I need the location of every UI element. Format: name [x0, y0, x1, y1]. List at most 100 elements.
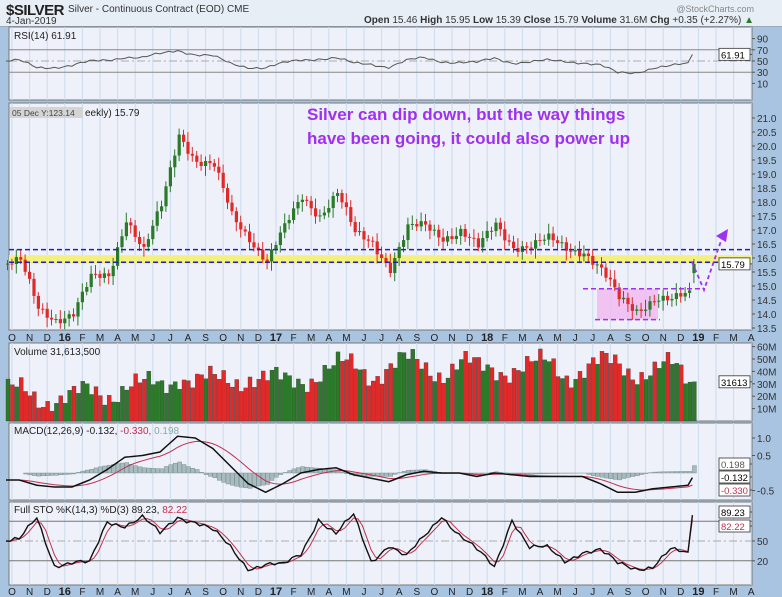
high-value: 15.95	[445, 15, 471, 26]
volume-bar	[652, 361, 657, 422]
volume-bar	[137, 382, 143, 422]
volume-bar	[692, 381, 697, 422]
volume-bar	[591, 357, 596, 422]
volume-bar	[23, 391, 28, 422]
candle-body	[507, 240, 511, 242]
volume-bar	[397, 352, 402, 422]
candle-body	[353, 221, 357, 233]
macd-histogram-bar	[379, 472, 385, 477]
volume-bar	[283, 372, 288, 422]
macd-histogram-bar	[89, 469, 94, 474]
volume-bar	[5, 378, 11, 422]
close-label: Close	[523, 15, 551, 26]
volume-bar	[626, 368, 631, 422]
candle-body	[340, 193, 344, 203]
macd-histogram-bar	[58, 472, 63, 476]
x-tick-label: F	[502, 587, 508, 597]
volume-bar	[489, 367, 495, 422]
x-tick-label: A	[607, 333, 614, 344]
volume-bar	[331, 365, 336, 422]
candle-body	[331, 196, 335, 208]
macd-histogram-bar	[80, 470, 86, 474]
volume-bar	[573, 379, 578, 422]
macd-histogram-bar	[661, 471, 666, 474]
volume-bar	[529, 361, 534, 422]
macd-histogram-bar	[225, 472, 231, 485]
x-tick-label: S	[202, 587, 209, 597]
macd-histogram-bar	[199, 472, 204, 474]
volume-bar	[278, 379, 283, 422]
x-tick-label: M	[96, 587, 104, 597]
volume-bar	[76, 393, 81, 422]
candle-body	[199, 161, 203, 167]
x-tick-label: F	[291, 333, 297, 344]
y-tick-label: 1.0	[757, 434, 771, 445]
macd-histogram-bar	[172, 462, 178, 474]
annotation-line-1: Silver can dip down, but the way things	[307, 105, 626, 124]
macd-histogram-bar	[287, 470, 292, 474]
macd-histogram-bar	[384, 472, 389, 477]
volume-bar	[124, 389, 129, 422]
x-tick-label: J	[168, 333, 173, 344]
x-tick-label: 18	[481, 586, 493, 597]
macd-histogram-bar	[146, 467, 152, 474]
candle-body	[498, 222, 502, 230]
volume-bar	[406, 358, 411, 422]
value-tag-label: 0.198	[721, 460, 745, 471]
macd-histogram-bar	[238, 472, 244, 488]
volume-bar	[265, 380, 270, 422]
macd-histogram-bar	[621, 472, 627, 479]
value-tag-label: -0.132	[721, 473, 748, 484]
volume-bar	[340, 361, 345, 422]
x-tick-label: D	[44, 333, 51, 344]
candle-body	[600, 264, 604, 268]
volume-bar	[199, 374, 204, 422]
candle-body	[80, 291, 84, 303]
arrowhead-icon	[716, 229, 728, 242]
candle-body	[10, 263, 14, 265]
volume-bar	[463, 351, 468, 422]
volume-bar	[485, 364, 490, 422]
value-tag	[718, 375, 751, 389]
candle-body	[652, 301, 656, 303]
exchange: CME	[226, 4, 250, 15]
x-tick-label: O	[431, 333, 439, 344]
macd-histogram-bar	[652, 471, 657, 474]
macd-histogram-bar	[133, 465, 138, 474]
volume-bar	[661, 361, 666, 422]
macd-histogram-bar	[340, 471, 345, 474]
candle-body	[336, 193, 340, 197]
x-tick-label: F	[291, 587, 297, 597]
macd-histogram-bar	[54, 472, 59, 476]
macd-histogram-bar	[599, 472, 605, 478]
candle-body	[419, 221, 423, 227]
volume-bar	[173, 381, 178, 422]
candle-body	[204, 160, 208, 167]
x-tick-label: J	[590, 587, 595, 597]
brand: @StockCharts.com	[676, 4, 754, 14]
y-tick-label: 13.5	[757, 324, 777, 335]
x-tick-label: M	[553, 333, 561, 344]
volume-bar	[27, 395, 33, 422]
macd-histogram-bar	[203, 472, 209, 475]
volume-bar	[467, 362, 473, 422]
x-tick-label: F	[79, 333, 85, 344]
candle-body	[670, 299, 674, 301]
macd-histogram-bar	[406, 470, 411, 474]
sto-d-line	[5, 517, 693, 570]
candle-body	[168, 167, 172, 187]
macd-histogram-bar	[516, 472, 521, 474]
macd-histogram-bar	[586, 472, 591, 475]
x-tick-label: 16	[59, 332, 71, 344]
x-tick-label: M	[342, 333, 350, 344]
x-tick-label: 19	[692, 332, 704, 344]
volume-bar	[643, 379, 649, 422]
volume-bar	[111, 401, 116, 422]
candle-body	[164, 186, 168, 207]
candle-body	[212, 163, 216, 167]
y-tick-label: 20.0	[757, 142, 777, 153]
x-tick-label: A	[607, 587, 614, 597]
candle-body	[573, 250, 577, 252]
x-tick-label: S	[625, 333, 632, 344]
